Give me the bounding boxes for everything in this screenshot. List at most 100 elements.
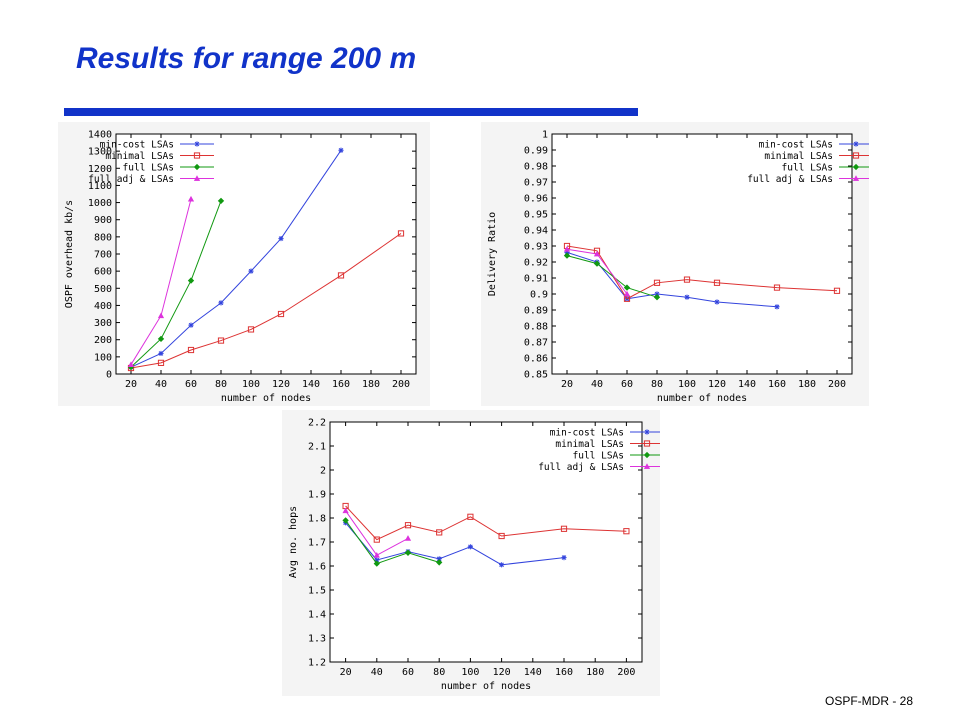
- chart-2-x-tick-label: 100: [678, 379, 696, 390]
- chart-1-x-tick-label: 20: [125, 379, 137, 390]
- chart-3-y-tick-label: 1.3: [308, 634, 326, 645]
- chart-2-legend-marker: [852, 175, 860, 181]
- chart-2-x-tick-label: 200: [828, 379, 846, 390]
- overhead-chart-svg: 0 100 200 300 400 500 600 700 800 900 1000 1100 1200…: [64, 130, 417, 404]
- chart-3-series-line: [345, 505, 627, 541]
- chart-2-data-point: [773, 284, 781, 291]
- chart-3-y-axis-label: Avg no. hops: [288, 506, 299, 578]
- chart-2-legend-marker: [852, 163, 860, 171]
- chart-2-data-point: [774, 304, 780, 310]
- chart-1-data-point: [217, 197, 225, 205]
- chart-2-legend-label: minimal LSAs: [764, 151, 833, 162]
- chart-1-data-point: [187, 195, 195, 202]
- chart-3-data-point: [342, 517, 349, 524]
- chart-2-x-tick-label: 60: [621, 379, 633, 390]
- chart-3-legend-marker: [643, 451, 651, 459]
- chart-3-x-tick-label: 120: [493, 667, 511, 678]
- chart-3-data-point: [404, 535, 412, 541]
- chart-1-series-1: [128, 147, 344, 370]
- chart-1-data-point: [188, 322, 194, 328]
- chart-1-series-line: [130, 233, 402, 369]
- chart-2-x-tick-label: 120: [708, 379, 726, 390]
- chart-1-legend-label: min-cost LSAs: [100, 140, 174, 151]
- chart-3-legend-marker: [643, 440, 651, 447]
- chart-1-data-point: [157, 312, 165, 319]
- chart-1-legend-marker: [194, 141, 200, 147]
- chart-3-data-point: [498, 532, 505, 540]
- chart-3-x-tick-label: 20: [340, 667, 352, 678]
- chart-1-data-point: [157, 359, 165, 366]
- chart-3-x-tick-label: 100: [461, 667, 479, 678]
- chart-2-y-tick-label: 0.86: [524, 354, 548, 365]
- chart-2-data-point: [623, 290, 631, 297]
- chart-1-legend-marker: [193, 175, 201, 181]
- chart-2-data-point: [684, 294, 690, 300]
- chart-1-y-tick-label: 1200: [88, 164, 112, 175]
- chart-2-y-tick-label: 0.93: [524, 242, 548, 253]
- chart-3-legend-marker: [643, 463, 651, 469]
- chart-2-y-tick-label: 1: [542, 130, 548, 141]
- chart-3-data-point: [436, 529, 443, 536]
- delivery-ratio-chart: 0.85 0.86 0.87 0.88 0.89 0.9 0.91 0.92 0.93 0.94 0…: [481, 122, 873, 406]
- chart-3-data-point: [373, 560, 380, 567]
- chart-2-y-tick-label: 0.94: [524, 226, 548, 237]
- overhead-chart: 0 100 200 300 400 500 600 700 800 900 1000 1100 1200…: [58, 122, 430, 406]
- chart-1-x-tick-label: 100: [242, 379, 260, 390]
- chart-3-x-tick-label: 80: [433, 667, 445, 678]
- chart-3-x-tick-label: 180: [586, 667, 604, 678]
- chart-1-x-tick-label: 180: [362, 379, 380, 390]
- chart-2-data-point: [683, 276, 691, 283]
- chart-3-y-tick-label: 1.4: [308, 610, 326, 621]
- chart-2-x-tick-label: 140: [738, 379, 756, 390]
- chart-1-legend-label: full LSAs: [123, 163, 174, 174]
- chart-3-y-tick-label: 2.2: [308, 418, 326, 429]
- chart-1-data-point: [158, 350, 164, 357]
- chart-3-data-point: [561, 555, 567, 561]
- chart-1-y-tick-label: 600: [94, 267, 112, 278]
- chart-1-plot-area: [115, 133, 417, 375]
- chart-3-data-point: [467, 544, 473, 550]
- chart-2-y-tick-label: 0.92: [524, 258, 548, 269]
- chart-3-data-point: [374, 557, 380, 563]
- chart-3-data-point: [342, 507, 349, 514]
- chart-1-y-tick-label: 1100: [88, 181, 112, 192]
- chart-2-y-tick-label: 0.98: [524, 162, 548, 173]
- chart-3-y-tick-label: 2.1: [308, 442, 326, 453]
- chart-3-x-tick-label: 200: [617, 667, 635, 678]
- chart-3-x-tick-label: 140: [524, 667, 542, 678]
- chart-1-x-tick-label: 140: [302, 379, 320, 390]
- chart-1-legend-label: full adj & LSAs: [88, 174, 174, 185]
- chart-2-y-tick-label: 0.96: [524, 194, 548, 205]
- title-rule: [64, 108, 638, 116]
- chart-2-data-point: [653, 279, 661, 286]
- chart-1-y-tick-label: 900: [94, 215, 112, 226]
- chart-1-legend-label: minimal LSAs: [105, 151, 174, 162]
- chart-1-y-tick-label: 500: [94, 284, 112, 295]
- chart-2-x-tick-label: 40: [591, 379, 603, 390]
- chart-2-series-line: [566, 245, 838, 300]
- chart-2-legend-label: min-cost LSAs: [759, 140, 833, 151]
- chart-3-y-tick-label: 1.8: [308, 514, 326, 525]
- chart-2-data-point: [654, 291, 660, 297]
- chart-3-data-point: [404, 549, 412, 556]
- chart-3-x-axis-label: number of nodes: [441, 681, 531, 692]
- chart-3-data-point: [373, 551, 380, 558]
- chart-2-y-tick-label: 0.87: [524, 338, 548, 349]
- chart-1-y-tick-label: 0: [106, 370, 112, 381]
- chart-1-x-tick-label: 60: [185, 379, 197, 390]
- chart-1-y-tick-label: 400: [94, 301, 112, 312]
- chart-1-legend-marker: [193, 163, 201, 171]
- chart-1-y-tick-label: 800: [94, 232, 112, 243]
- chart-3-data-point: [499, 562, 505, 568]
- chart-1-data-point: [337, 272, 345, 279]
- chart-3-series-2: [342, 502, 630, 543]
- chart-2-data-point: [593, 260, 601, 267]
- chart-1-data-point: [338, 147, 344, 153]
- chart-3-legend-label: full LSAs: [573, 451, 624, 462]
- chart-2-y-tick-label: 0.91: [524, 274, 548, 285]
- chart-2-x-axis-label: number of nodes: [657, 393, 747, 404]
- chart-3-series-4: [342, 507, 412, 558]
- chart-3-data-point: [467, 513, 474, 520]
- chart-1-data-point: [187, 277, 195, 284]
